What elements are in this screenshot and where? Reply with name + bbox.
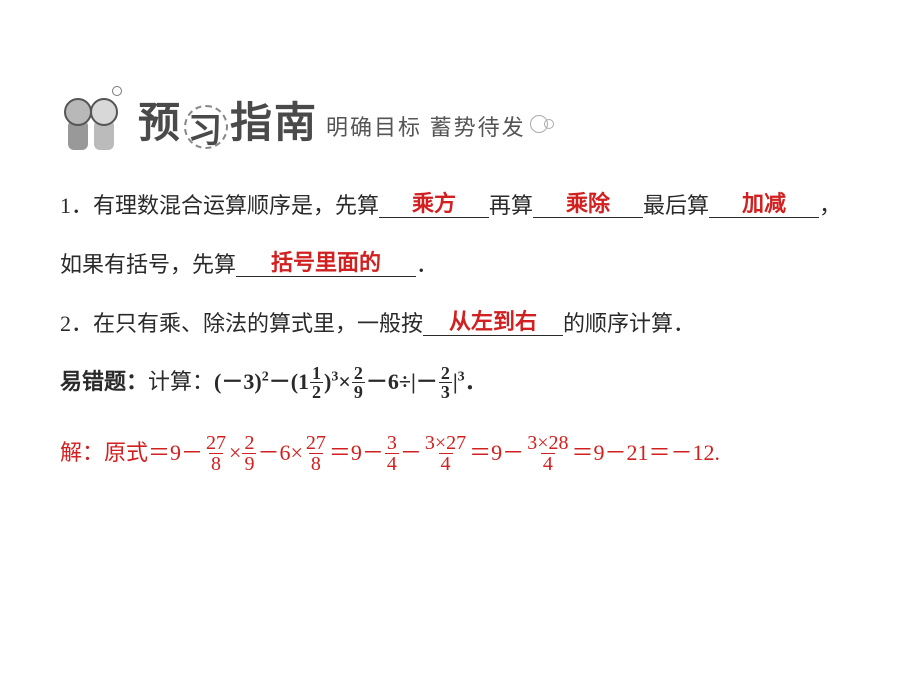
sol-f5-den: 4 bbox=[439, 453, 453, 474]
expr-sup3: 3 bbox=[458, 370, 465, 385]
header-subtitle: 明确目标 蓄势待发 bbox=[326, 110, 558, 150]
sol-f1: 278 bbox=[204, 433, 228, 474]
sol-f3-num: 27 bbox=[304, 433, 328, 453]
sol-s5: ＝9－ bbox=[469, 440, 524, 465]
sol-s4: － bbox=[400, 440, 422, 465]
f3-num: 2 bbox=[439, 364, 452, 382]
expr-frac-2: 29 bbox=[352, 364, 365, 401]
mix-num: 1 bbox=[310, 364, 323, 382]
q1-blank-b: 乘除 bbox=[533, 190, 643, 218]
sol-s1: × bbox=[229, 440, 241, 465]
sol-s3: ＝9－ bbox=[329, 440, 384, 465]
title-char-1: 预 bbox=[138, 101, 182, 147]
q2-num: 2． bbox=[60, 311, 93, 336]
question-2: 2．在只有乘、除法的算式里，一般按 从左到右 的顺序计算． bbox=[60, 298, 860, 351]
sol-f4-den: 4 bbox=[385, 453, 399, 474]
sol-f4-num: 3 bbox=[385, 433, 399, 453]
question-1-line-2: 如果有括号，先算 括号里面的 ． bbox=[60, 239, 860, 292]
q2-ans-a: 从左到右 bbox=[449, 309, 537, 334]
sol-s6: ＝9－21＝－12. bbox=[571, 440, 720, 465]
q2-blank-a: 从左到右 bbox=[423, 308, 563, 336]
f2-num: 2 bbox=[352, 364, 365, 382]
sol-f3-den: 8 bbox=[309, 453, 323, 474]
q1-ans-a: 乘方 bbox=[412, 191, 456, 216]
sol-f5-num: 3×27 bbox=[423, 433, 468, 453]
sol-prefix: 解：原式＝9－ bbox=[60, 440, 203, 465]
title-char-3: 指 bbox=[230, 101, 274, 147]
sol-f4: 34 bbox=[385, 433, 399, 474]
q1-blank-a: 乘方 bbox=[379, 190, 489, 218]
q1-text-c: 最后算 bbox=[643, 193, 709, 218]
sol-f2-den: 9 bbox=[242, 453, 256, 474]
expr-p1: (－3) bbox=[214, 369, 262, 394]
sol-f3: 278 bbox=[304, 433, 328, 474]
subtitle-b: 蓄势待发 bbox=[430, 115, 526, 140]
question-3: 易错题：计算：(－3)2－(112)3×29－6÷|－23|3． bbox=[60, 356, 860, 409]
q1-ans-d: 括号里面的 bbox=[271, 250, 381, 275]
sol-f1-num: 27 bbox=[204, 433, 228, 453]
q1-blank-d: 括号里面的 bbox=[236, 249, 416, 277]
sol-s2: －6× bbox=[257, 440, 302, 465]
f3-den: 3 bbox=[439, 382, 452, 401]
subtitle-a: 明确目标 bbox=[326, 115, 422, 140]
q1-ans-c: 加减 bbox=[742, 191, 786, 216]
expr-frac-3: 23 bbox=[439, 364, 452, 401]
mix-den: 2 bbox=[310, 382, 323, 401]
expr-p2: －(1 bbox=[269, 369, 309, 394]
sol-f5: 3×274 bbox=[423, 433, 468, 474]
q2-text-b: 的顺序计算． bbox=[563, 311, 695, 336]
q3-label: 易错题： bbox=[60, 369, 148, 394]
sol-f2: 29 bbox=[242, 433, 256, 474]
q1-ans-b: 乘除 bbox=[566, 191, 610, 216]
expr-p4: × bbox=[338, 369, 351, 394]
question-1-line-1: 1．有理数混合运算顺序是，先算 乘方 再算 乘除 最后算 加减 ， bbox=[60, 180, 860, 233]
q1-text-d: ， bbox=[819, 193, 841, 218]
q1-text-b: 再算 bbox=[489, 193, 533, 218]
q1-num: 1． bbox=[60, 193, 93, 218]
swirl-icon bbox=[530, 115, 558, 135]
sol-f2-num: 2 bbox=[242, 433, 256, 453]
title-char-2: 习 bbox=[184, 105, 228, 149]
cartoon-kids-icon bbox=[60, 80, 130, 150]
expr-p7: ． bbox=[465, 369, 487, 394]
solution-line: 解：原式＝9－278×29－6×278＝9－34－3×274＝9－3×284＝9… bbox=[60, 427, 860, 480]
sol-f6: 3×284 bbox=[525, 433, 570, 474]
content-body: 1．有理数混合运算顺序是，先算乘方再算乘除最后算加减， 如果有括号，先算括号里面… bbox=[60, 180, 860, 480]
q1-text-f: ． bbox=[416, 252, 438, 277]
header-title: 预习指南 bbox=[138, 89, 318, 150]
sol-f1-den: 8 bbox=[209, 453, 223, 474]
expr-sup1: 2 bbox=[262, 370, 269, 385]
q2-text-a: 在只有乘、除法的算式里，一般按 bbox=[93, 311, 423, 336]
q3-expression: (－3)2－(112)3×29－6÷|－23|3． bbox=[214, 369, 487, 394]
f2-den: 9 bbox=[352, 382, 365, 401]
sol-f6-num: 3×28 bbox=[525, 433, 570, 453]
q3-prefix: 计算： bbox=[148, 369, 214, 394]
title-char-4: 南 bbox=[274, 101, 318, 147]
expr-p5: －6÷|－ bbox=[366, 369, 438, 394]
q1-text-e: 如果有括号，先算 bbox=[60, 252, 236, 277]
q1-blank-c: 加减 bbox=[709, 190, 819, 218]
expr-frac-mixed: 12 bbox=[310, 364, 323, 401]
sol-f6-den: 4 bbox=[541, 453, 555, 474]
section-header: 预习指南 明确目标 蓄势待发 bbox=[60, 80, 860, 150]
q1-text-a: 有理数混合运算顺序是，先算 bbox=[93, 193, 379, 218]
